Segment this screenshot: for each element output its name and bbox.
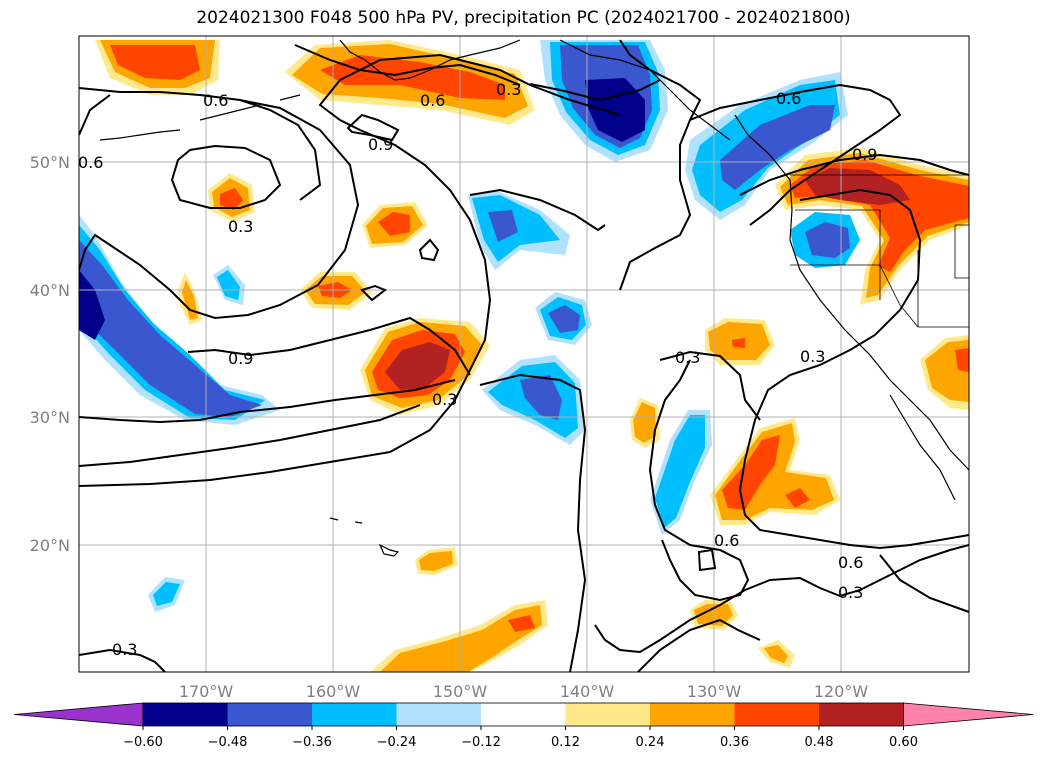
colorbar-extend-low	[13, 702, 144, 727]
lat-label: 40°N	[30, 281, 70, 300]
pos-anomaly-small	[764, 645, 788, 663]
colorbar-bin	[312, 703, 397, 726]
lon-label: 120°W	[814, 682, 869, 701]
neg-anomaly-subtropics	[655, 415, 705, 528]
colorbar-tick-label: −0.60	[123, 735, 163, 750]
colorbar-bin	[227, 703, 313, 726]
neg-anomaly-central-1	[488, 210, 518, 242]
colorbar-tick-label: 0.24	[636, 735, 665, 750]
map-title: 2024021300 F048 500 hPa PV, precipitatio…	[196, 8, 851, 28]
lon-label: 160°W	[306, 682, 361, 701]
colorbar-tick-label: 0.60	[889, 735, 918, 750]
contour-label: 0.3	[432, 390, 457, 409]
neg-anomaly-central-3	[520, 375, 562, 420]
map-frame	[78, 35, 970, 673]
lon-label: 150°W	[433, 682, 488, 701]
contour-label: 0.3	[496, 80, 521, 99]
precip-shading	[79, 40, 969, 672]
political-boundaries	[790, 174, 969, 328]
lat-label: 20°N	[30, 536, 70, 555]
colorbar-bin	[481, 703, 566, 726]
pos-anomaly-southwest	[955, 348, 969, 372]
colorbar-extend-high	[903, 702, 1034, 727]
pos-anomaly-subtropics-east	[722, 435, 780, 510]
neg-anomaly-central-2	[548, 305, 580, 333]
contour-label: 0.3	[838, 583, 863, 602]
pv-contours	[79, 39, 969, 672]
colorbar-tick-label: 0.12	[551, 735, 580, 750]
lon-label: 130°W	[687, 682, 742, 701]
pos-anomaly-south	[380, 605, 542, 672]
lat-label: 30°N	[30, 408, 70, 427]
contour-label: 0.6	[420, 91, 445, 110]
contour-label: 0.3	[228, 217, 253, 236]
neg-anomaly-west-core	[79, 270, 105, 340]
colorbar-tick-label: 0.48	[805, 735, 834, 750]
pos-anomaly-south	[508, 615, 535, 632]
map-background	[79, 36, 969, 672]
pos-anomaly-subtropics-east	[785, 488, 810, 508]
pos-anomaly-small	[419, 551, 453, 571]
contour-label: 0.3	[800, 347, 825, 366]
contour-label: 0.9	[852, 145, 877, 164]
neg-anomaly-california	[805, 222, 850, 258]
contour-label: 0.6	[776, 89, 801, 108]
neg-anomaly-small	[153, 582, 180, 606]
colorbar-frame	[142, 702, 904, 727]
contour-label: 0.6	[714, 531, 739, 550]
neg-anomaly-west-band	[79, 240, 262, 417]
contour-label: 0.6	[78, 153, 103, 172]
colorbar-tick-label: −0.24	[377, 735, 417, 750]
latitude-labels: 50°N 40°N 30°N 20°N	[30, 153, 70, 555]
longitude-labels: 170°W 160°W 150°W 140°W 130°W 120°W	[179, 682, 869, 701]
pos-anomaly-subtropical-jet-core	[385, 342, 450, 390]
colorbar-tick-label: 0.36	[720, 735, 749, 750]
colorbar-tick-label: −0.48	[208, 735, 248, 750]
colorbar-bin	[650, 703, 735, 726]
colorbar-bin	[396, 703, 482, 726]
lon-label: 170°W	[179, 682, 234, 701]
contour-label: 0.9	[228, 349, 253, 368]
pos-anomaly-aleutians-west	[110, 45, 200, 80]
neg-anomaly-small	[217, 270, 240, 300]
map-area: 0.6 0.6 0.3 0.9 0.6 0.3 0.9 0.3 0.3 0.3 …	[78, 36, 969, 672]
contour-label: 0.6	[203, 91, 228, 110]
pos-anomaly-n-pacific-1	[220, 188, 243, 210]
contour-label: 0.3	[112, 640, 137, 659]
lat-label: 50°N	[30, 153, 70, 172]
pos-anomaly-mid-east	[732, 338, 745, 348]
contour-label: 0.3	[675, 348, 700, 367]
neg-anomaly-gulf-alaska-core	[585, 78, 645, 142]
colorbar: −0.60 −0.48 −0.36 −0.24 −0.12 0.12 0.24 0.36 0.4…	[13, 702, 1034, 750]
pos-anomaly-n-pacific-2	[378, 212, 410, 236]
colorbar-bin	[819, 703, 904, 726]
colorbar-tick-label: −0.12	[461, 735, 501, 750]
colorbar-bin	[143, 703, 228, 726]
colorbar-tick-label: −0.36	[292, 735, 332, 750]
pos-anomaly-small	[633, 402, 656, 443]
colorbar-bin	[565, 703, 651, 726]
lon-label: 140°W	[560, 682, 615, 701]
contour-label: 0.9	[368, 135, 393, 154]
neg-anomaly-bc-coast	[720, 105, 835, 190]
coastlines	[99, 39, 969, 557]
contour-labels: 0.6 0.6 0.3 0.9 0.6 0.3 0.9 0.3 0.3 0.3 …	[78, 80, 877, 659]
colorbar-bin	[734, 703, 820, 726]
contour-label: 0.6	[838, 553, 863, 572]
